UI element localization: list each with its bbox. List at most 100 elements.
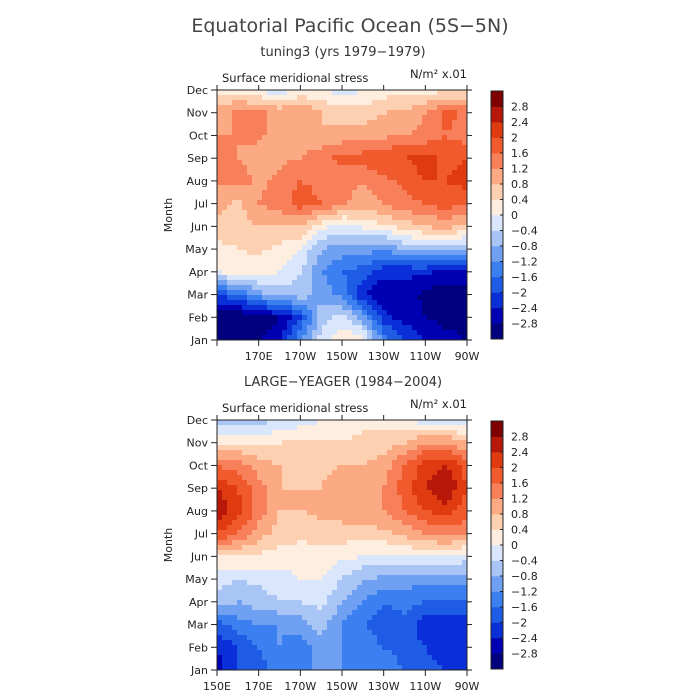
contour-cell — [327, 465, 333, 471]
contour-cell — [387, 515, 393, 521]
contour-cell — [312, 525, 318, 531]
contour-cell — [422, 490, 428, 496]
contour-cell — [262, 525, 268, 531]
contour-cell — [277, 325, 283, 331]
contour-cell — [322, 475, 328, 481]
contour-cell — [337, 620, 343, 626]
contour-cell — [237, 190, 243, 196]
contour-cell — [407, 175, 413, 181]
contour-cell — [247, 175, 253, 181]
contour-cell — [242, 550, 248, 556]
contour-cell — [442, 210, 448, 216]
contour-cell — [262, 205, 268, 211]
contour-cell — [412, 285, 418, 291]
contour-cell — [442, 645, 448, 651]
contour-cell — [222, 110, 228, 116]
contour-cell — [437, 605, 443, 611]
contour-cell — [217, 590, 223, 596]
contour-cell — [387, 260, 393, 266]
contour-cell — [382, 475, 388, 481]
contour-cell — [332, 295, 338, 301]
contour-cell — [247, 330, 253, 336]
contour-cell — [282, 320, 288, 326]
contour-cell — [227, 435, 233, 441]
contour-cell — [217, 270, 223, 276]
contour-cell — [387, 535, 393, 541]
contour-cell — [347, 295, 353, 301]
contour-cell — [252, 315, 258, 321]
contour-cell — [312, 615, 318, 621]
contour-cell — [232, 190, 238, 196]
contour-cell — [232, 620, 238, 626]
contour-cell — [342, 195, 348, 201]
contour-cell — [317, 655, 323, 661]
contour-cell — [327, 625, 333, 631]
contour-cell — [237, 110, 243, 116]
contour-cell — [262, 420, 268, 426]
contour-cell — [237, 265, 243, 271]
contour-cell — [262, 580, 268, 586]
contour-cell — [222, 435, 228, 441]
contour-cell — [287, 270, 293, 276]
contour-cell — [377, 600, 383, 606]
contour-cell — [447, 180, 453, 186]
contour-cell — [362, 125, 368, 131]
contour-cell — [322, 455, 328, 461]
contour-cell — [382, 585, 388, 591]
contour-cell — [357, 440, 363, 446]
contour-cell — [397, 175, 403, 181]
contour-cell — [252, 130, 258, 136]
contour-cell — [302, 95, 308, 101]
contour-cell — [367, 470, 373, 476]
contour-cell — [222, 500, 228, 506]
contour-cell — [302, 265, 308, 271]
contour-cell — [272, 295, 278, 301]
contour-cell — [252, 625, 258, 631]
contour-cell — [432, 295, 438, 301]
contour-cell — [402, 440, 408, 446]
contour-cell — [362, 440, 368, 446]
contour-cell — [437, 650, 443, 656]
contour-cell — [367, 280, 373, 286]
contour-cell — [357, 570, 363, 576]
contour-cell — [377, 215, 383, 221]
contour-cell — [372, 240, 378, 246]
contour-cell — [232, 125, 238, 131]
contour-cell — [262, 440, 268, 446]
contour-cell — [377, 460, 383, 466]
contour-cell — [392, 200, 398, 206]
contour-cell — [297, 250, 303, 256]
contour-cell — [462, 510, 468, 516]
contour-cell — [292, 155, 298, 161]
contour-cell — [337, 250, 343, 256]
contour-cell — [422, 90, 428, 96]
contour-cell — [387, 235, 393, 241]
contour-cell — [322, 580, 328, 586]
contour-cell — [237, 200, 243, 206]
contour-cell — [442, 325, 448, 331]
contour-cell — [367, 515, 373, 521]
contour-cell — [222, 135, 228, 141]
contour-cell — [297, 615, 303, 621]
contour-cell — [362, 220, 368, 226]
contour-cell — [327, 510, 333, 516]
contour-cell — [457, 650, 463, 656]
contour-cell — [432, 585, 438, 591]
contour-cell — [462, 330, 468, 336]
contour-cell — [362, 330, 368, 336]
contour-cell — [257, 540, 263, 546]
contour-cell — [402, 240, 408, 246]
contour-cell — [227, 270, 233, 276]
contour-cell — [417, 185, 423, 191]
contour-cell — [367, 640, 373, 646]
contour-cell — [352, 555, 358, 561]
contour-cell — [417, 605, 423, 611]
contour-cell — [272, 535, 278, 541]
contour-cell — [237, 420, 243, 426]
contour-cell — [302, 245, 308, 251]
contour-cell — [267, 650, 273, 656]
contour-cell — [417, 555, 423, 561]
contour-cell — [262, 215, 268, 221]
contour-cell — [457, 640, 463, 646]
contour-cell — [332, 245, 338, 251]
